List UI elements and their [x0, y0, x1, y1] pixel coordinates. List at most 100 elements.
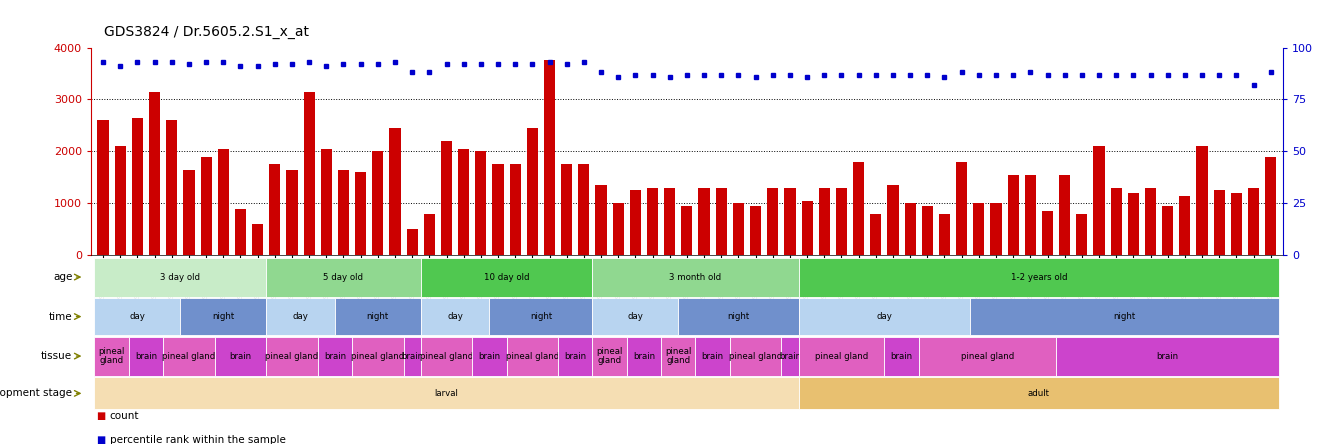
Bar — [1180, 195, 1190, 255]
FancyBboxPatch shape — [919, 337, 1056, 376]
FancyBboxPatch shape — [884, 337, 919, 376]
Bar — [234, 209, 246, 255]
Bar — [682, 206, 692, 255]
FancyBboxPatch shape — [129, 337, 163, 376]
Bar — [732, 203, 744, 255]
Text: day: day — [628, 312, 643, 321]
FancyBboxPatch shape — [661, 337, 695, 376]
Bar — [991, 203, 1002, 255]
Bar — [1162, 206, 1173, 255]
Text: pineal
gland: pineal gland — [99, 347, 125, 365]
Text: night: night — [727, 312, 750, 321]
Bar — [321, 149, 332, 255]
Text: brain: brain — [890, 352, 913, 361]
Text: pineal gland: pineal gland — [506, 352, 558, 361]
Bar — [1127, 193, 1139, 255]
Bar — [475, 151, 486, 255]
Text: day: day — [447, 312, 463, 321]
Bar — [973, 203, 984, 255]
Bar — [390, 128, 400, 255]
FancyBboxPatch shape — [592, 298, 679, 335]
Bar — [629, 190, 641, 255]
Bar — [372, 151, 383, 255]
Bar — [767, 188, 778, 255]
Text: adult: adult — [1028, 389, 1050, 398]
Text: brain: brain — [1157, 352, 1178, 361]
FancyBboxPatch shape — [317, 337, 352, 376]
Bar — [337, 170, 349, 255]
Bar — [115, 146, 126, 255]
FancyBboxPatch shape — [627, 337, 661, 376]
FancyBboxPatch shape — [782, 337, 798, 376]
Bar — [1094, 146, 1105, 255]
Bar — [664, 188, 675, 255]
FancyBboxPatch shape — [798, 377, 1279, 409]
Bar — [441, 141, 453, 255]
Text: pineal gland: pineal gland — [961, 352, 1014, 361]
Bar — [1007, 175, 1019, 255]
FancyBboxPatch shape — [266, 298, 335, 335]
Text: ■: ■ — [96, 435, 106, 444]
Text: night: night — [212, 312, 234, 321]
Text: time: time — [48, 312, 72, 321]
Text: pineal gland: pineal gland — [351, 352, 404, 361]
Bar — [1197, 146, 1208, 255]
Text: pineal
gland: pineal gland — [665, 347, 691, 365]
Bar — [750, 206, 761, 255]
Text: 3 day old: 3 day old — [161, 273, 201, 281]
FancyBboxPatch shape — [798, 258, 1279, 297]
Bar — [544, 60, 556, 255]
Bar — [647, 188, 659, 255]
Bar — [423, 214, 435, 255]
Bar — [1265, 157, 1276, 255]
Bar — [853, 162, 864, 255]
Bar — [166, 120, 177, 255]
FancyBboxPatch shape — [730, 337, 782, 376]
Bar — [98, 120, 108, 255]
Bar — [785, 188, 795, 255]
FancyBboxPatch shape — [214, 337, 266, 376]
Bar — [1213, 190, 1225, 255]
FancyBboxPatch shape — [95, 258, 266, 297]
FancyBboxPatch shape — [95, 377, 798, 409]
Text: count: count — [110, 411, 139, 420]
Text: percentile rank within the sample: percentile rank within the sample — [110, 435, 285, 444]
FancyBboxPatch shape — [971, 298, 1279, 335]
Bar — [715, 188, 727, 255]
Bar — [493, 164, 503, 255]
Text: pineal
gland: pineal gland — [596, 347, 623, 365]
FancyBboxPatch shape — [592, 258, 798, 297]
Text: age: age — [54, 272, 72, 282]
Text: GDS3824 / Dr.5605.2.S1_x_at: GDS3824 / Dr.5605.2.S1_x_at — [104, 24, 309, 39]
Bar — [1024, 175, 1036, 255]
Text: brain: brain — [478, 352, 501, 361]
Bar — [1042, 211, 1052, 255]
Bar — [888, 185, 898, 255]
Bar — [407, 230, 418, 255]
Text: day: day — [293, 312, 308, 321]
Bar — [1110, 188, 1122, 255]
FancyBboxPatch shape — [266, 258, 420, 297]
Text: brain: brain — [564, 352, 586, 361]
FancyBboxPatch shape — [95, 337, 129, 376]
Text: brain: brain — [324, 352, 345, 361]
Text: pineal gland: pineal gland — [728, 352, 782, 361]
FancyBboxPatch shape — [506, 337, 558, 376]
Bar — [287, 170, 297, 255]
FancyBboxPatch shape — [163, 337, 214, 376]
Bar — [355, 172, 367, 255]
Text: larval: larval — [435, 389, 458, 398]
Bar — [304, 91, 315, 255]
FancyBboxPatch shape — [420, 337, 473, 376]
FancyBboxPatch shape — [798, 298, 971, 335]
FancyBboxPatch shape — [95, 298, 181, 335]
Text: 5 day old: 5 day old — [324, 273, 363, 281]
Text: brain: brain — [779, 352, 801, 361]
Bar — [561, 164, 572, 255]
FancyBboxPatch shape — [695, 337, 730, 376]
Text: 1-2 years old: 1-2 years old — [1011, 273, 1067, 281]
Bar — [1231, 193, 1243, 255]
Text: 10 day old: 10 day old — [483, 273, 529, 281]
Bar — [905, 203, 916, 255]
Text: brain: brain — [229, 352, 252, 361]
